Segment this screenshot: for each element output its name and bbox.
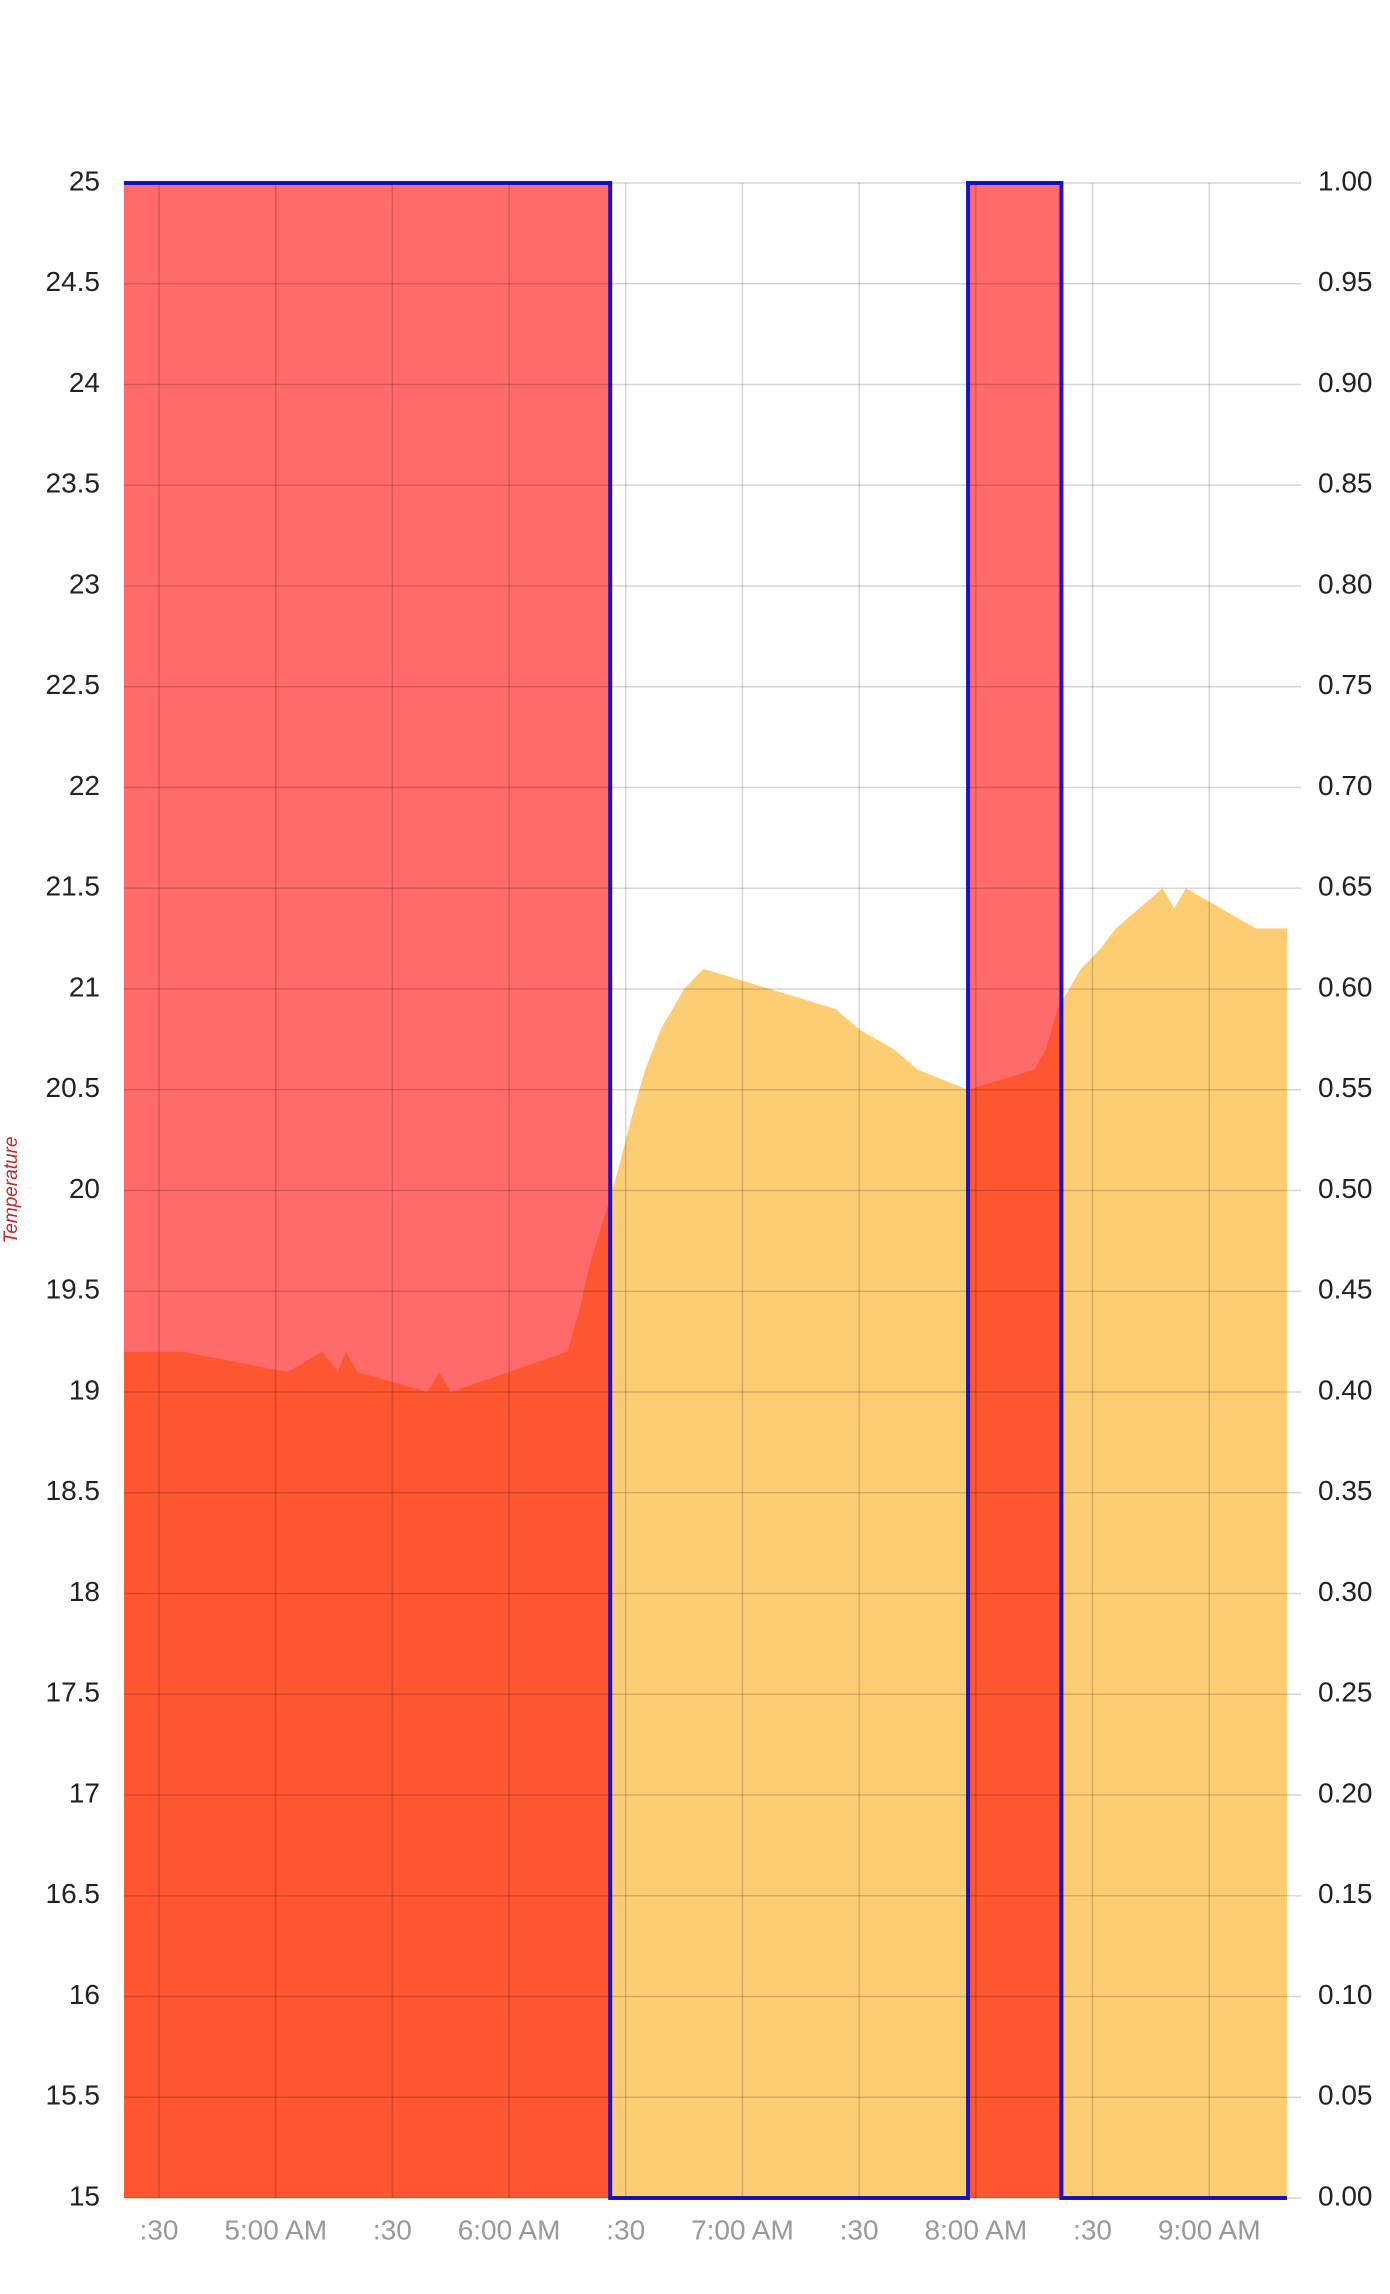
x-tick-label: 9:00 AM <box>1158 2214 1261 2245</box>
y-tick-label: 23.5 <box>46 468 101 499</box>
y2-tick-label: 0.05 <box>1318 2080 1373 2111</box>
y-tick-label: 20.5 <box>46 1072 101 1103</box>
x-tick-label: :30 <box>606 2214 645 2245</box>
y2-tick-label: 0.50 <box>1318 1173 1373 1204</box>
y2-tick-label: 0.65 <box>1318 871 1373 902</box>
y2-tick-label: 0.25 <box>1318 1677 1373 1708</box>
y-tick-label: 22 <box>69 770 100 801</box>
y2-tick-label: 0.10 <box>1318 1979 1373 2010</box>
y2-tick-label: 0.55 <box>1318 1072 1373 1103</box>
heating-line <box>124 181 1287 2200</box>
y-tick-label: 17.5 <box>46 1677 101 1708</box>
y2-tick-label: 0.90 <box>1318 367 1373 398</box>
y2-tick-label: 0.95 <box>1318 266 1373 297</box>
y2-tick-label: 1.00 <box>1318 165 1373 196</box>
y-tick-label: 21 <box>69 971 100 1002</box>
y-tick-label: 23 <box>69 568 100 599</box>
y2-tick-label: 0.15 <box>1318 1878 1373 1909</box>
y2-tick-label: 0.30 <box>1318 1576 1373 1607</box>
y2-tick-label: 0.75 <box>1318 669 1373 700</box>
y2-tick-label: 0.20 <box>1318 1777 1373 1808</box>
y-tick-label: 24 <box>69 367 100 398</box>
y-tick-label: 17 <box>69 1777 100 1808</box>
y-tick-label: 19.5 <box>46 1274 101 1305</box>
y-tick-label: 18 <box>69 1576 100 1607</box>
y-tick-label: 16 <box>69 1979 100 2010</box>
x-tick-label: 7:00 AM <box>691 2214 794 2245</box>
y2-tick-label: 0.85 <box>1318 468 1373 499</box>
y-tick-label: 16.5 <box>46 1878 101 1909</box>
y2-tick-label: 0.80 <box>1318 568 1373 599</box>
y-tick-label: 18.5 <box>46 1475 101 1506</box>
y-tick-label: 19 <box>69 1374 100 1405</box>
y-axis-label: Temperature <box>1 1136 22 1243</box>
y2-tick-label: 0.60 <box>1318 971 1373 1002</box>
x-tick-label: :30 <box>140 2214 179 2245</box>
y-tick-label: 20 <box>69 1173 100 1204</box>
x-tick-label: :30 <box>840 2214 879 2245</box>
x-tick-label: :30 <box>1073 2214 1112 2245</box>
x-tick-label: 6:00 AM <box>458 2214 561 2245</box>
y2-tick-label: 0.35 <box>1318 1475 1373 1506</box>
y-tick-label: 22.5 <box>46 669 101 700</box>
y-tick-label: 24.5 <box>46 266 101 297</box>
y2-tick-label: 0.45 <box>1318 1274 1373 1305</box>
x-tick-label: 8:00 AM <box>924 2214 1027 2245</box>
y2-tick-label: 0.00 <box>1318 2180 1373 2211</box>
y-tick-label: 21.5 <box>46 871 101 902</box>
x-tick-label: 5:00 AM <box>224 2214 327 2245</box>
y-tick-label: 15.5 <box>46 2080 101 2111</box>
y2-tick-label: 0.40 <box>1318 1374 1373 1405</box>
x-tick-label: :30 <box>373 2214 412 2245</box>
y-tick-label: 25 <box>69 165 100 196</box>
y-tick-label: 15 <box>69 2180 100 2211</box>
y2-tick-label: 0.70 <box>1318 770 1373 801</box>
heating-area <box>124 183 1287 2198</box>
